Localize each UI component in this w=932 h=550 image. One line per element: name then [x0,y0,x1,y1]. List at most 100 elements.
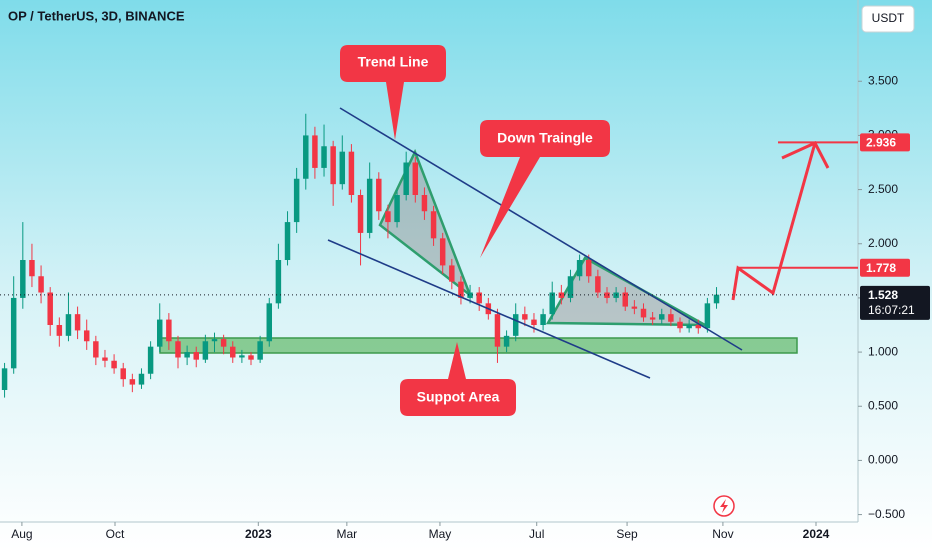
callout-text: Suppot Area [417,389,500,405]
candle-body [248,355,254,360]
candle-body [56,325,63,336]
candle-body [540,314,546,325]
candle-body [512,314,519,336]
price-label: 1.778 [866,261,896,275]
callout: Trend Line [340,45,446,140]
candle-body [129,379,136,385]
candle-body [549,292,555,315]
candle-body [385,211,391,223]
candle-body [47,292,53,325]
candle-body [330,146,336,185]
candle-body [211,339,218,342]
trend-line [327,239,651,379]
candle-body [622,292,628,307]
projection-arrow [731,142,817,301]
candle-body [567,276,574,298]
candle-body [713,294,720,304]
x-tick-label: Mar [337,527,358,541]
x-tick-label: Sep [616,527,638,541]
currency: USDT [872,11,905,25]
last-price-label: 1.528 [868,288,898,302]
triangle-pattern [378,148,473,299]
candle-body [686,325,692,329]
candle-body [494,314,501,347]
candle-body [348,151,355,195]
candle-body [257,341,263,360]
candle-body [394,195,400,223]
price-label: 2.936 [866,136,896,150]
currency-box[interactable] [861,5,915,33]
candle-body [166,319,172,342]
candle-body [20,260,26,298]
x-tick-label: 2024 [803,527,830,541]
y-tick-label: −0.500 [868,507,905,521]
callout-text: Down Traingle [497,130,593,146]
candle-body [503,335,510,347]
candle-body [649,317,656,320]
callout: Down Traingle [480,120,610,258]
candle-body [111,360,117,369]
candle-body [65,314,72,336]
price-label-box [860,133,910,152]
candle-body [376,178,382,212]
candle-body [476,292,482,304]
candle-body [704,303,711,329]
candle-body [275,260,282,304]
candle-body [120,368,126,380]
candle-body [558,292,565,298]
candle-body [202,341,209,360]
candle-body [293,178,300,223]
candle-body [83,330,90,342]
candle-body [93,341,99,358]
candle-body [29,260,35,277]
candle-body [412,162,419,195]
y-tick-label: 2.000 [868,236,898,250]
candle-body [439,238,446,266]
candle-body [220,339,227,347]
candle-body [321,146,327,168]
y-tick-label: 0.500 [868,398,898,412]
candle-body [695,325,702,329]
candle-body [147,346,154,374]
candle-body [357,195,364,233]
candle-body [193,352,199,360]
candle-body [38,276,44,293]
chart-title: OP / TetherUS, 3D, BINANCE [8,8,185,23]
candle-body [595,276,601,293]
candle-body [403,162,409,195]
candle-body [266,303,273,342]
candle-body [230,346,236,358]
candle-body [430,211,437,239]
x-tick-label: May [429,527,452,541]
candle-body [303,135,309,179]
y-tick-label: 2.500 [868,182,898,196]
candle-body [659,314,665,320]
x-tick-label: Jul [529,527,544,541]
candle-body [604,292,610,298]
candle-body [175,341,181,358]
x-tick-label: Aug [11,527,32,541]
x-tick-label: Nov [712,527,733,541]
callout: Suppot Area [400,342,516,416]
support-area [159,337,798,354]
countdown: 16:07:21 [868,303,915,317]
candle-body [366,178,373,233]
candle-body [1,368,8,390]
candle-body [138,373,145,385]
candle-body [531,319,537,325]
candle-body [284,222,291,260]
candle-body [10,297,17,369]
events-icon[interactable] [713,495,735,517]
candle-body [668,314,674,322]
callout-text: Trend Line [358,54,429,70]
candle-body [184,352,190,358]
candle-body [339,151,346,185]
y-tick-label: 1.000 [868,344,898,358]
candle-body [102,357,108,361]
y-tick-label: 0.000 [868,453,898,467]
price-label-box [860,258,910,277]
candle-body [522,314,528,320]
candle-body [631,306,638,309]
